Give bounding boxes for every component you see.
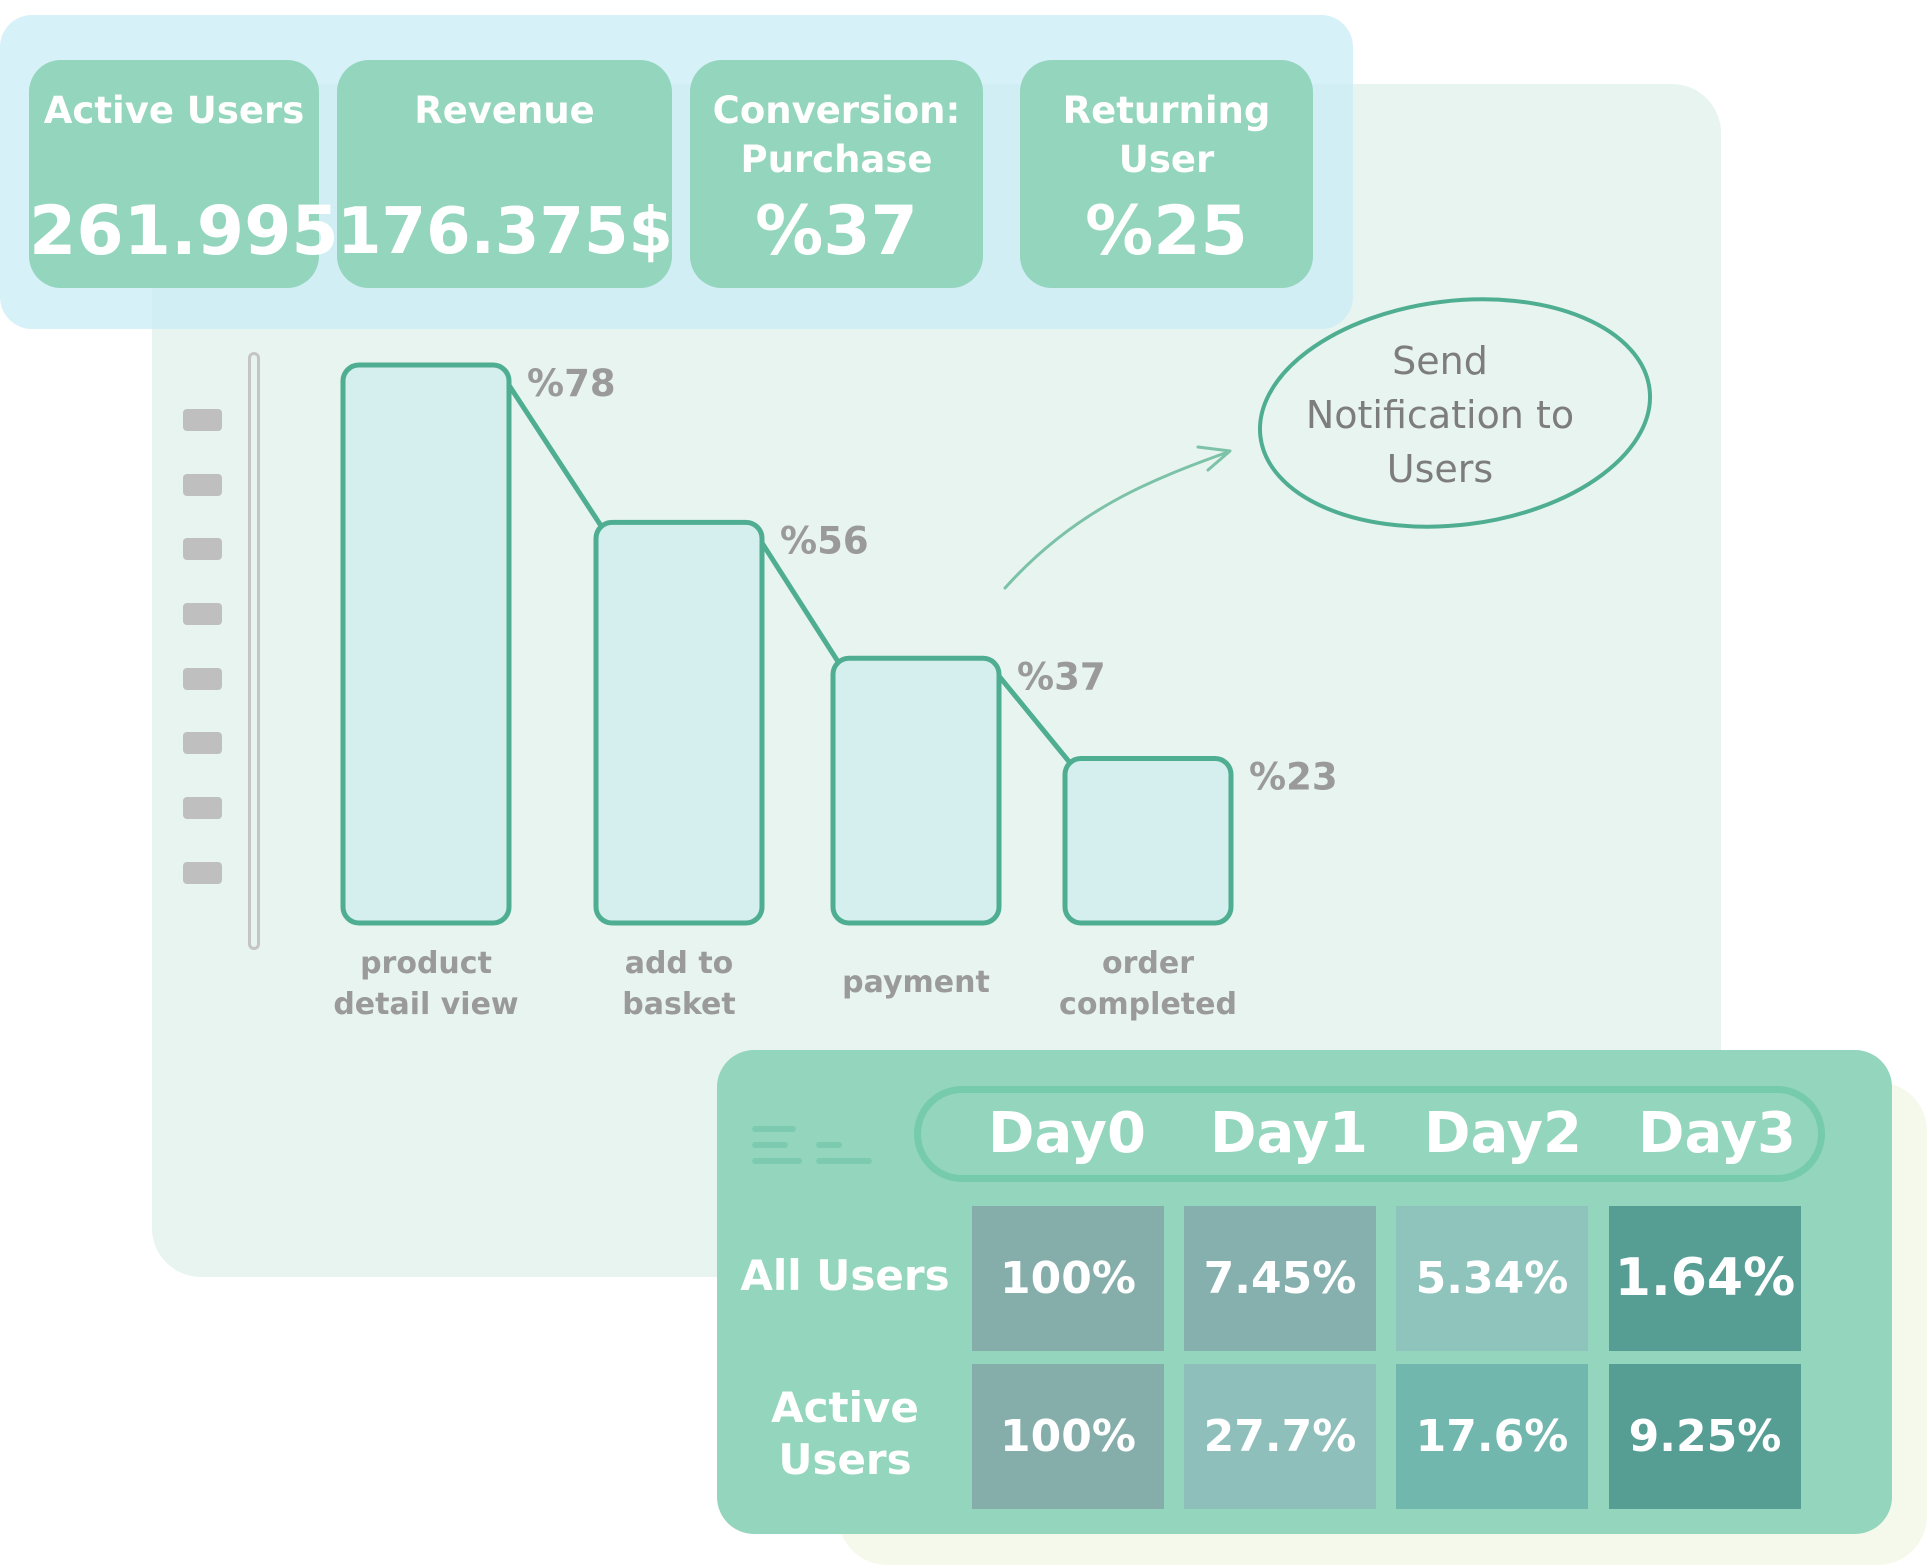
funnel-value-label: %56 bbox=[780, 519, 869, 562]
cohort-cell: 7.45% bbox=[1184, 1206, 1376, 1351]
funnel-value-label: %37 bbox=[1017, 655, 1106, 698]
y-axis-tick bbox=[183, 862, 222, 884]
cohort-cell: 9.25% bbox=[1609, 1364, 1801, 1509]
cohort-cell: 5.34% bbox=[1396, 1206, 1588, 1351]
funnel-category-label: order completed bbox=[1059, 946, 1237, 1022]
cohort-header-day1: Day1 bbox=[1209, 1101, 1369, 1166]
cohort-cell: 100% bbox=[972, 1364, 1164, 1509]
kpi-label: Revenue bbox=[414, 89, 595, 132]
kpi-value: %37 bbox=[755, 192, 918, 271]
funnel-bar[interactable] bbox=[340, 362, 512, 926]
list-icon bbox=[752, 1126, 872, 1164]
kpi-label: Conversion: Purchase bbox=[712, 89, 961, 181]
y-axis-tick bbox=[183, 409, 222, 431]
cohort-cell: 17.6% bbox=[1396, 1364, 1588, 1509]
funnel-connector-line bbox=[498, 370, 607, 533]
y-axis-tick bbox=[183, 474, 222, 496]
cohort-header-day0: Day0 bbox=[987, 1101, 1147, 1166]
kpi-label: Active Users bbox=[43, 89, 305, 132]
y-axis-tick bbox=[183, 603, 222, 625]
funnel-bar[interactable] bbox=[1062, 755, 1234, 926]
funnel-category-label: product detail view bbox=[333, 946, 519, 1022]
funnel-category-label: payment bbox=[842, 965, 990, 1000]
cohort-header-day3: Day3 bbox=[1637, 1101, 1797, 1166]
y-axis-tick bbox=[183, 538, 222, 560]
cohort-header-day2: Day2 bbox=[1423, 1101, 1583, 1166]
annotation-ellipse[interactable] bbox=[1247, 278, 1663, 548]
kpi-card-revenue: Revenue 176.375$ bbox=[337, 60, 674, 288]
kpi-value: 176.375$ bbox=[337, 195, 674, 269]
cohort-header-pill bbox=[914, 1086, 1825, 1182]
annotation-arrow-head bbox=[1196, 445, 1232, 472]
kpi-value: %25 bbox=[1085, 192, 1248, 271]
funnel-value-label: %78 bbox=[527, 362, 616, 405]
annotation-arrow-curve bbox=[1003, 450, 1230, 590]
cohort-row-label-all-users: All Users bbox=[740, 1251, 950, 1300]
kpi-label: Returning User bbox=[1062, 89, 1271, 181]
cohort-cell: 100% bbox=[972, 1206, 1164, 1351]
cohort-cell: 27.7% bbox=[1184, 1364, 1376, 1509]
funnel-value-label: %23 bbox=[1249, 755, 1338, 798]
cohort-cell: 1.64% bbox=[1609, 1206, 1801, 1351]
kpi-value: 261.995 bbox=[29, 192, 339, 271]
kpi-card-returning-user: Returning User %25 bbox=[1020, 60, 1313, 288]
funnel-category-label: add to basket bbox=[622, 946, 736, 1022]
y-axis-tick bbox=[183, 732, 222, 754]
send-notification-note[interactable]: Send Notification to Users bbox=[1305, 339, 1575, 491]
funnel-bar[interactable] bbox=[830, 655, 1002, 926]
funnel-connector-line bbox=[751, 527, 844, 669]
funnel-bar[interactable] bbox=[593, 519, 765, 926]
kpi-card-active-users: Active Users 261.995 bbox=[29, 60, 339, 288]
kpi-card-conversion-purchase: Conversion: Purchase %37 bbox=[690, 60, 983, 288]
y-axis-line bbox=[248, 352, 260, 950]
funnel-connector-line bbox=[988, 663, 1076, 769]
y-axis-tick bbox=[183, 797, 222, 819]
y-axis-tick bbox=[183, 668, 222, 690]
cohort-row-label-active-users: Active Users bbox=[771, 1383, 919, 1484]
